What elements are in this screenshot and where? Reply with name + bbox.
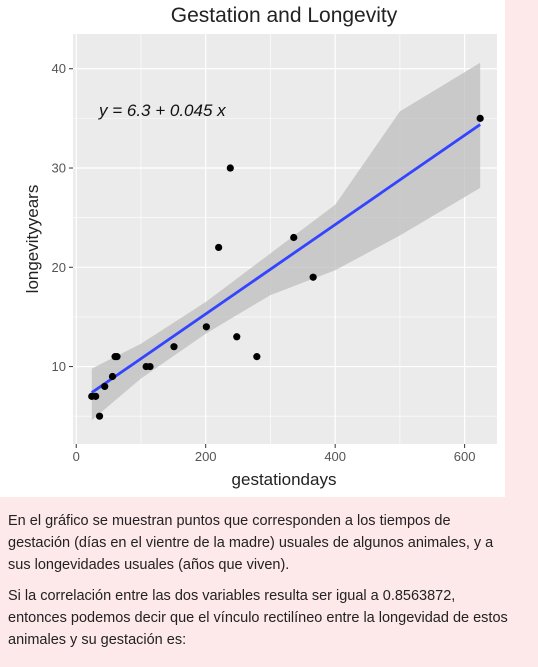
x-tick-label: 200 (195, 449, 217, 464)
regression-equation: y = 6.3 + 0.045 x (98, 101, 226, 120)
confidence-band (91, 62, 481, 421)
data-point (226, 164, 234, 172)
question-paragraph-2: Si la correlación entre las dos variable… (8, 588, 508, 648)
y-axis-label: longevityyears (23, 185, 42, 294)
data-point (290, 233, 298, 242)
axes-layer: 0 200 400 600 10 20 30 40 (52, 61, 476, 464)
x-tick-label: 600 (454, 449, 476, 464)
chart-panel: 0 200 400 600 10 20 30 40 Gestation and Longevi… (0, 0, 505, 497)
data-point (101, 382, 109, 391)
x-tick-label: 400 (324, 449, 346, 464)
y-tick-label: 20 (52, 260, 66, 275)
y-tick-label: 30 (52, 161, 66, 176)
chart-title: Gestation and Longevity (171, 4, 398, 27)
x-axis-label: gestationdays (232, 470, 337, 489)
data-point (92, 392, 100, 400)
data-point (95, 412, 104, 420)
data-points-layer (88, 114, 484, 420)
y-tick-label: 40 (52, 61, 66, 76)
question-paragraph-1: En el gráfico se muestran puntos que cor… (8, 513, 494, 573)
data-point (146, 362, 154, 371)
regression-line-layer (90, 123, 481, 394)
regression-line (90, 123, 481, 394)
data-point (309, 273, 317, 281)
data-point (476, 114, 484, 122)
confidence-band-layer (91, 62, 481, 421)
scatter-chart: 0 200 400 600 10 20 30 40 Gestation and Longevi… (23, 4, 497, 489)
data-point (253, 353, 261, 361)
data-point (202, 323, 210, 331)
y-tick-label: 10 (52, 359, 66, 374)
data-point (170, 343, 178, 351)
data-point (215, 243, 223, 252)
data-point (233, 333, 241, 341)
data-point (108, 372, 117, 381)
data-point (113, 353, 121, 361)
x-tick-label: 0 (73, 449, 80, 464)
